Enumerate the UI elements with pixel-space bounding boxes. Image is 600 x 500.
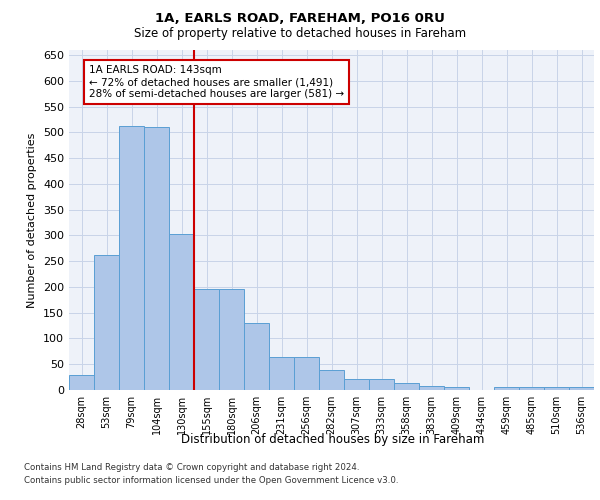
Bar — [244, 323, 269, 390]
Bar — [369, 378, 394, 390]
Bar — [219, 289, 244, 390]
Bar — [169, 234, 194, 390]
Bar — [419, 386, 444, 390]
Bar — [544, 388, 569, 390]
Text: Distribution of detached houses by size in Fareham: Distribution of detached houses by size … — [181, 432, 485, 446]
Bar — [494, 388, 519, 390]
Bar — [94, 255, 119, 390]
Text: 1A EARLS ROAD: 143sqm
← 72% of detached houses are smaller (1,491)
28% of semi-d: 1A EARLS ROAD: 143sqm ← 72% of detached … — [89, 66, 344, 98]
Bar — [394, 384, 419, 390]
Bar — [269, 356, 294, 390]
Bar — [519, 388, 544, 390]
Bar — [294, 356, 319, 390]
Bar — [69, 374, 94, 390]
Bar — [319, 370, 344, 390]
Bar — [569, 388, 594, 390]
Y-axis label: Number of detached properties: Number of detached properties — [28, 132, 37, 308]
Bar — [444, 388, 469, 390]
Text: 1A, EARLS ROAD, FAREHAM, PO16 0RU: 1A, EARLS ROAD, FAREHAM, PO16 0RU — [155, 12, 445, 26]
Bar — [344, 378, 369, 390]
Bar — [144, 128, 169, 390]
Text: Contains HM Land Registry data © Crown copyright and database right 2024.: Contains HM Land Registry data © Crown c… — [24, 462, 359, 471]
Bar — [194, 289, 219, 390]
Bar — [119, 126, 144, 390]
Text: Contains public sector information licensed under the Open Government Licence v3: Contains public sector information licen… — [24, 476, 398, 485]
Text: Size of property relative to detached houses in Fareham: Size of property relative to detached ho… — [134, 28, 466, 40]
